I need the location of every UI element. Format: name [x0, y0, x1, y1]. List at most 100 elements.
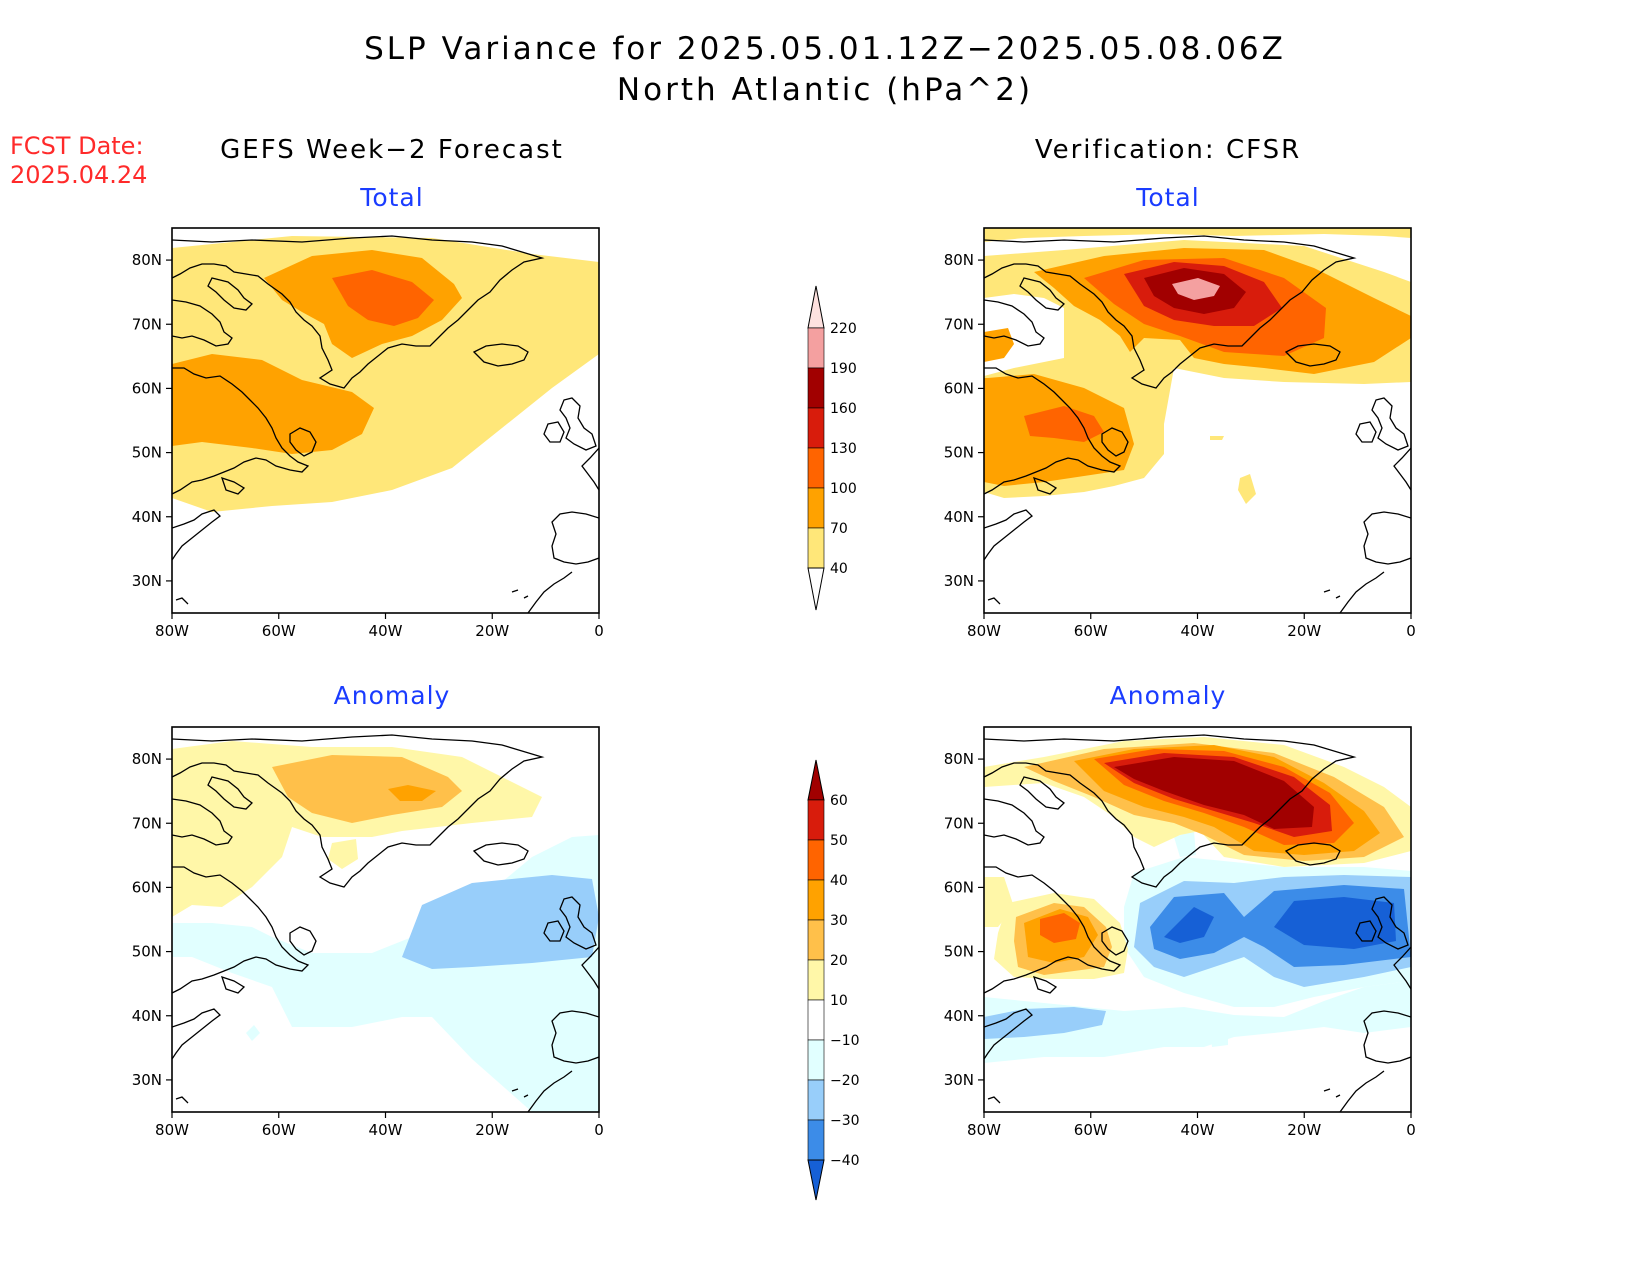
- contour-10: [328, 839, 358, 869]
- map-cfsr-total: [983, 227, 1412, 614]
- lat-tick-label: 60N: [944, 878, 974, 896]
- colorbar-swatch: [807, 839, 825, 881]
- colorbar-swatch: [807, 919, 825, 961]
- contour-neg10: [984, 981, 1411, 1063]
- lon-tick-label: 60W: [262, 622, 296, 640]
- lon-tick-label: 0: [1406, 622, 1416, 640]
- colorbar-swatch: [807, 527, 825, 569]
- panel-title-cfsr-total: Total: [1135, 183, 1199, 212]
- colorbar-arrow-top: [807, 285, 825, 329]
- colorbar-swatch: [807, 959, 825, 1001]
- lon-tick-label: 80W: [967, 1121, 1001, 1139]
- lat-tick-label: 80N: [132, 750, 162, 768]
- colorbar-label: 10: [830, 993, 848, 1009]
- colorbar-label: 40: [830, 873, 848, 889]
- contour-neg20: [984, 1007, 1106, 1039]
- colorbar-label: −40: [830, 1153, 860, 1169]
- colorbar-swatch: [807, 367, 825, 409]
- contour-100: [1024, 406, 1104, 442]
- colorbar-arrow-top: [807, 759, 825, 801]
- lat-tick-label: 70N: [944, 814, 974, 832]
- lat-tick-label: 30N: [132, 1071, 162, 1089]
- figure-title: SLP Variance for 2025.05.01.12Z−2025.05.…: [364, 31, 1286, 67]
- colorbar-swatch: [807, 1039, 825, 1081]
- lon-tick-label: 20W: [1287, 622, 1321, 640]
- colorbar-label: 30: [830, 913, 848, 929]
- lon-tick-label: 60W: [1074, 1121, 1108, 1139]
- colorbar-label: 130: [830, 441, 857, 457]
- lon-tick-label: 0: [1406, 1121, 1416, 1139]
- lat-tick-label: 40N: [944, 508, 974, 526]
- figure-subtitle: North Atlantic (hPa^2): [617, 72, 1033, 108]
- contour-60: [1114, 757, 1314, 829]
- contour-neg10: [246, 1025, 260, 1041]
- colorbar-label: 160: [830, 401, 857, 417]
- lat-tick-label: 60N: [132, 878, 162, 896]
- colorbar-label: −10: [830, 1033, 860, 1049]
- lon-tick-label: 40W: [1181, 1121, 1215, 1139]
- lat-tick-label: 70N: [944, 315, 974, 333]
- lat-tick-label: 30N: [132, 572, 162, 590]
- colorbar-label: 220: [830, 321, 857, 337]
- contour-30: [388, 785, 436, 801]
- colorbar-label: 20: [830, 953, 848, 969]
- lat-tick-label: 80N: [944, 251, 974, 269]
- colorbar-label: 50: [830, 833, 848, 849]
- colorbar-swatch: [807, 879, 825, 921]
- colorbar-anomaly: 60 50 40 30 20 10 −10 −20 −30 −40: [807, 759, 860, 1201]
- contour-neg40: [1274, 897, 1396, 949]
- lat-tick-label: 50N: [944, 444, 974, 462]
- column-title-cfsr: Verification: CFSR: [1035, 135, 1301, 165]
- lat-tick-label: 50N: [944, 943, 974, 961]
- colorbar-label: 60: [830, 793, 848, 809]
- lat-tick-label: 80N: [132, 251, 162, 269]
- colorbar-swatch: [807, 407, 825, 449]
- fcst-date-value: 2025.04.24: [10, 161, 147, 189]
- contour-190: [1172, 278, 1220, 300]
- lat-tick-label: 80N: [944, 750, 974, 768]
- lon-tick-label: 60W: [262, 1121, 296, 1139]
- lon-tick-label: 0: [594, 1121, 604, 1139]
- colorbar-label: −30: [830, 1113, 860, 1129]
- lat-tick-label: 40N: [132, 508, 162, 526]
- contour-20: [272, 755, 462, 823]
- colorbar-label: −20: [830, 1073, 860, 1089]
- contour-40: [984, 228, 1411, 242]
- lat-tick-label: 60N: [132, 379, 162, 397]
- lat-tick-label: 50N: [132, 943, 162, 961]
- contour-neg10: [1174, 831, 1196, 857]
- contour-40: [1210, 436, 1224, 440]
- lat-tick-label: 30N: [944, 1071, 974, 1089]
- lat-tick-label: 40N: [944, 1007, 974, 1025]
- panel-title-gefs-total: Total: [359, 183, 423, 212]
- colorbar-label: 190: [830, 361, 857, 377]
- column-title-gefs: GEFS Week−2 Forecast: [220, 135, 564, 165]
- contour-neg20: [402, 875, 599, 969]
- lon-tick-label: 40W: [1181, 622, 1215, 640]
- colorbar-label: 70: [830, 521, 848, 537]
- lon-tick-label: 20W: [475, 1121, 509, 1139]
- colorbar-swatch: [807, 799, 825, 841]
- lon-tick-label: 0: [594, 622, 604, 640]
- colorbar-label: 40: [830, 561, 848, 577]
- lat-tick-label: 70N: [132, 814, 162, 832]
- colorbar-swatch: [807, 327, 825, 369]
- colorbar-swatch: [807, 1119, 825, 1161]
- colorbar-swatch: [807, 1079, 825, 1121]
- lon-tick-label: 40W: [369, 622, 403, 640]
- lat-tick-label: 70N: [132, 315, 162, 333]
- lon-tick-label: 60W: [1074, 622, 1108, 640]
- lon-tick-label: 20W: [1287, 1121, 1321, 1139]
- map-gefs-anomaly: [171, 726, 600, 1113]
- lat-tick-label: 60N: [944, 379, 974, 397]
- lat-tick-label: 40N: [132, 1007, 162, 1025]
- contour-100: [332, 270, 434, 326]
- map-gefs-total: [171, 227, 600, 614]
- contour-40: [1040, 913, 1080, 943]
- lat-tick-label: 30N: [944, 572, 974, 590]
- colorbar-arrow-bottom: [807, 1159, 825, 1201]
- colorbar-swatch: [807, 447, 825, 489]
- lat-tick-label: 50N: [132, 444, 162, 462]
- contour-70: [984, 328, 1014, 362]
